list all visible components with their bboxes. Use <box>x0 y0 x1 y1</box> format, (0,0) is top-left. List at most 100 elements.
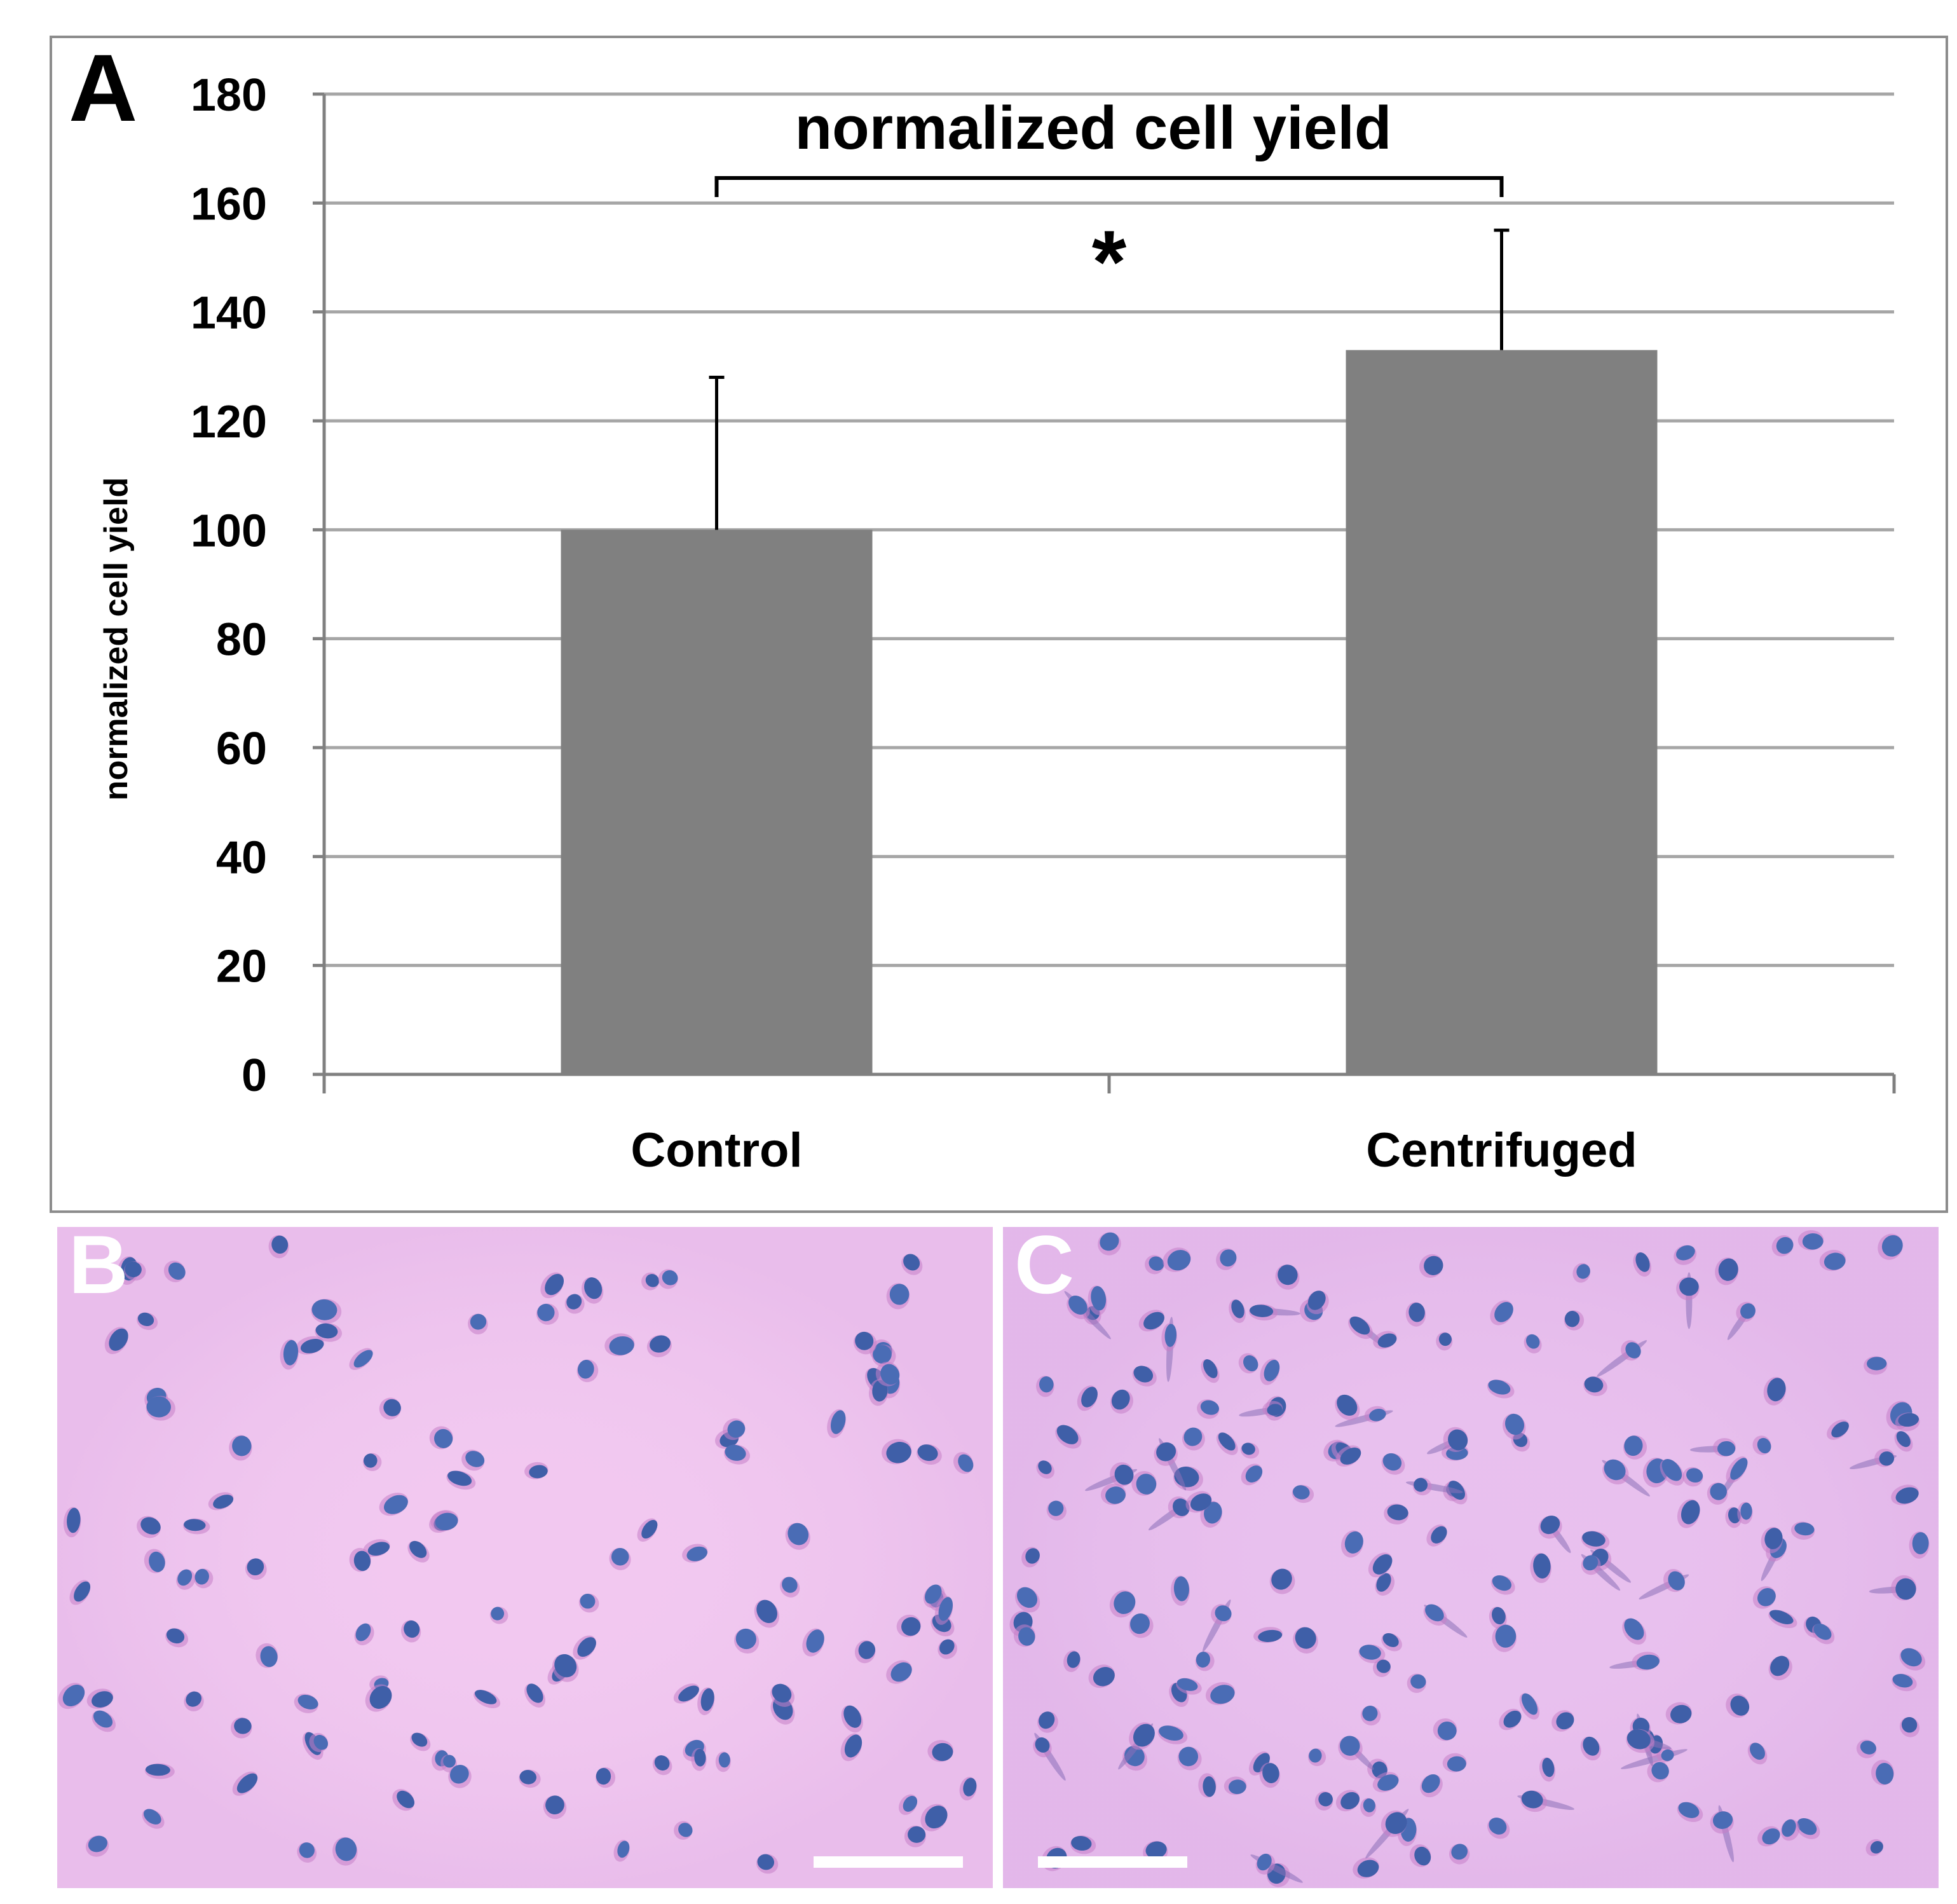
cell-blob <box>280 1339 299 1370</box>
cell-blob <box>1088 1664 1115 1688</box>
cell-blob <box>1423 1604 1468 1638</box>
cell-blob <box>1381 1453 1405 1475</box>
cell-blob <box>69 1580 91 1605</box>
cell-blob <box>1747 1743 1768 1765</box>
micrograph-control: B <box>57 1227 993 1888</box>
bar-centrifuged <box>1346 350 1658 1075</box>
cell-blob <box>1131 1471 1157 1496</box>
cell-blob <box>1240 1442 1260 1459</box>
y-tick-label: 60 <box>216 723 267 774</box>
cell-blob <box>1197 1399 1220 1419</box>
cell-blob <box>682 1544 708 1563</box>
scale-bar <box>1038 1856 1187 1868</box>
cell-blob <box>552 1654 579 1682</box>
cell-blob <box>1433 1718 1457 1741</box>
cell-blob <box>1373 1331 1397 1350</box>
micrograph-image-c <box>1003 1227 1939 1888</box>
cell-blob <box>841 1705 863 1733</box>
cell-blob <box>1224 1776 1247 1795</box>
cell-blob <box>63 1507 81 1538</box>
cell-blob <box>1597 1340 1647 1377</box>
cell-blob <box>176 1569 196 1590</box>
cell-blob <box>519 1769 541 1788</box>
cell-blob <box>1338 1736 1374 1770</box>
cell-blob <box>1063 1650 1081 1673</box>
significance-marker: * <box>1092 212 1127 312</box>
cell-blob <box>1154 1438 1186 1491</box>
cell-blob <box>1530 1552 1551 1584</box>
cell-blob <box>1406 1477 1463 1496</box>
cell-blob <box>1780 1819 1800 1841</box>
cell-blob <box>733 1628 760 1654</box>
cell-blob <box>1335 1406 1393 1427</box>
cell-blob <box>85 1835 109 1857</box>
cell-blob <box>1752 1435 1771 1455</box>
cell-blob <box>1899 1648 1926 1671</box>
cell-blob <box>840 1733 863 1762</box>
cell-blob <box>294 1694 318 1713</box>
cell-blob <box>1539 1757 1556 1782</box>
cell-blob <box>1864 1356 1888 1375</box>
cell-blob <box>646 1335 672 1358</box>
micrograph-image-b <box>57 1227 993 1888</box>
cell-blob <box>1707 1482 1728 1505</box>
cell-blob <box>1157 1725 1188 1744</box>
cell-blob <box>1427 1427 1468 1455</box>
y-axis-label: normalized cell yield <box>98 477 135 801</box>
cell-blob <box>1623 1435 1647 1460</box>
y-tick-label: 100 <box>191 505 267 556</box>
y-tick-label: 20 <box>216 942 267 992</box>
cell-blob <box>1036 1460 1054 1479</box>
y-tick-labels: 0 20 40 60 80 100 120 140 160 180 <box>191 70 267 1101</box>
cell-blob <box>1602 1459 1650 1496</box>
cell-blob <box>232 1771 258 1796</box>
micrograph-centrifuged: C <box>1003 1227 1939 1888</box>
cell-blob <box>1358 1644 1386 1664</box>
cell-blob <box>1033 1732 1066 1781</box>
cell-blob <box>365 1684 392 1712</box>
cell-blob <box>448 1765 472 1788</box>
cell-blob <box>1660 1459 1684 1486</box>
y-tick-label: 80 <box>216 615 267 666</box>
cell-blob <box>1856 1739 1877 1758</box>
cell-blob <box>1098 1232 1121 1256</box>
cell-blob <box>1538 1516 1571 1553</box>
cell-blob <box>363 1539 390 1558</box>
cell-blob <box>1013 1624 1036 1647</box>
cell-blob <box>1583 1376 1607 1397</box>
cell-blob <box>1757 1826 1780 1847</box>
cell-blob <box>1138 1310 1165 1332</box>
cell-blob <box>349 1348 373 1370</box>
cell-blob <box>882 1439 912 1465</box>
cell-blob <box>1449 1844 1470 1865</box>
cell-blob <box>468 1313 488 1334</box>
cell-blob <box>1384 1503 1409 1524</box>
cell-blob <box>354 1623 374 1645</box>
cell-blob <box>1360 1798 1377 1818</box>
micrograph-background <box>1003 1227 1939 1888</box>
cell-blob <box>1487 1380 1515 1399</box>
cell-blob <box>1239 1401 1283 1417</box>
cell-blob <box>578 1593 599 1613</box>
cell-blob <box>1118 1722 1155 1770</box>
cell-blob <box>379 1493 409 1516</box>
cell-blob <box>142 1809 165 1829</box>
cell-blob <box>1368 1552 1393 1578</box>
x-tick-label: Control <box>631 1123 802 1177</box>
cell-blob <box>916 1444 942 1465</box>
cell-blob <box>886 1283 910 1310</box>
cell-blob <box>779 1577 800 1598</box>
y-tick-label: 160 <box>191 179 267 229</box>
cell-blob <box>641 1272 660 1291</box>
panel-label: A <box>69 34 137 141</box>
cell-blob <box>543 1795 567 1819</box>
cell-blob <box>1665 1702 1692 1725</box>
cell-blob <box>1572 1263 1591 1283</box>
cell-blob <box>1110 1389 1134 1414</box>
cell-blob <box>124 1261 146 1281</box>
cell-blob <box>474 1690 501 1709</box>
cell-blob <box>573 1635 596 1660</box>
cell-blob <box>1564 1310 1585 1331</box>
cell-blob <box>785 1523 810 1550</box>
cell-blob <box>1335 1445 1361 1467</box>
